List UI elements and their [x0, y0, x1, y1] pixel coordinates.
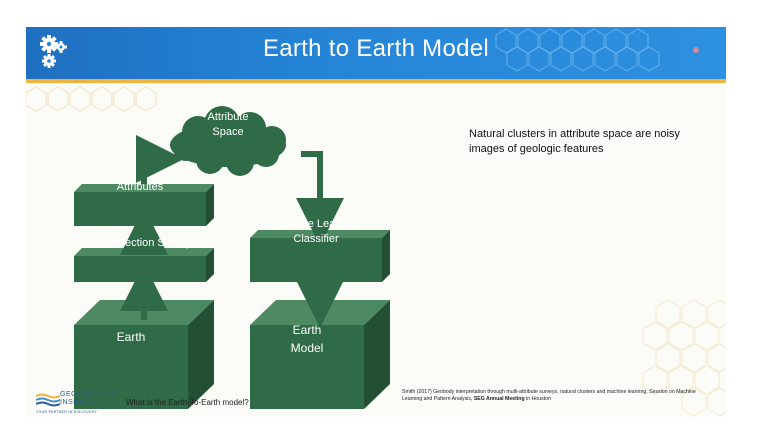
- footer-question: What is the Earth-To-Earth model?: [126, 398, 249, 407]
- earth-model-diagram: [74, 106, 390, 409]
- earth-model-label: Earth Model: [290, 323, 324, 355]
- classifier-label: Machine Learning Classifier: [272, 218, 360, 245]
- attribute-space-label: Attribute Space: [207, 111, 249, 138]
- logo-line2: INSIGHTS: [60, 399, 98, 406]
- caption-text: Natural clusters in attribute space are …: [469, 128, 680, 155]
- record-dot-icon: [693, 47, 699, 53]
- logo-waves-icon: [36, 393, 60, 407]
- gears-icon: [40, 35, 67, 68]
- earth-box: [74, 300, 214, 409]
- title-banner: Earth to Earth Model: [26, 27, 726, 79]
- attribute-space-cloud: [170, 106, 286, 176]
- hexagon-pattern: [495, 28, 660, 72]
- slide-title: Earth to Earth Model: [262, 35, 490, 62]
- flow-arrows: [120, 135, 344, 328]
- attributes-label: Attributes: [116, 181, 164, 193]
- earth-model-box: [250, 300, 390, 409]
- accent-strip: [26, 79, 726, 83]
- survey-box: [74, 248, 214, 282]
- background-hexagons: [26, 86, 726, 417]
- earth-label: Earth: [116, 330, 146, 344]
- logo-tagline: YOUR PARTNER IN DISCOVERY: [36, 410, 97, 414]
- logo-line1: GEOPHYSICAL: [60, 391, 116, 398]
- footer-reference: Smith (2017) Geobody interpretation thro…: [402, 389, 696, 402]
- slide: Earth to Earth Model: [26, 27, 726, 417]
- survey-label: 3D Reflection Survey: [88, 237, 192, 249]
